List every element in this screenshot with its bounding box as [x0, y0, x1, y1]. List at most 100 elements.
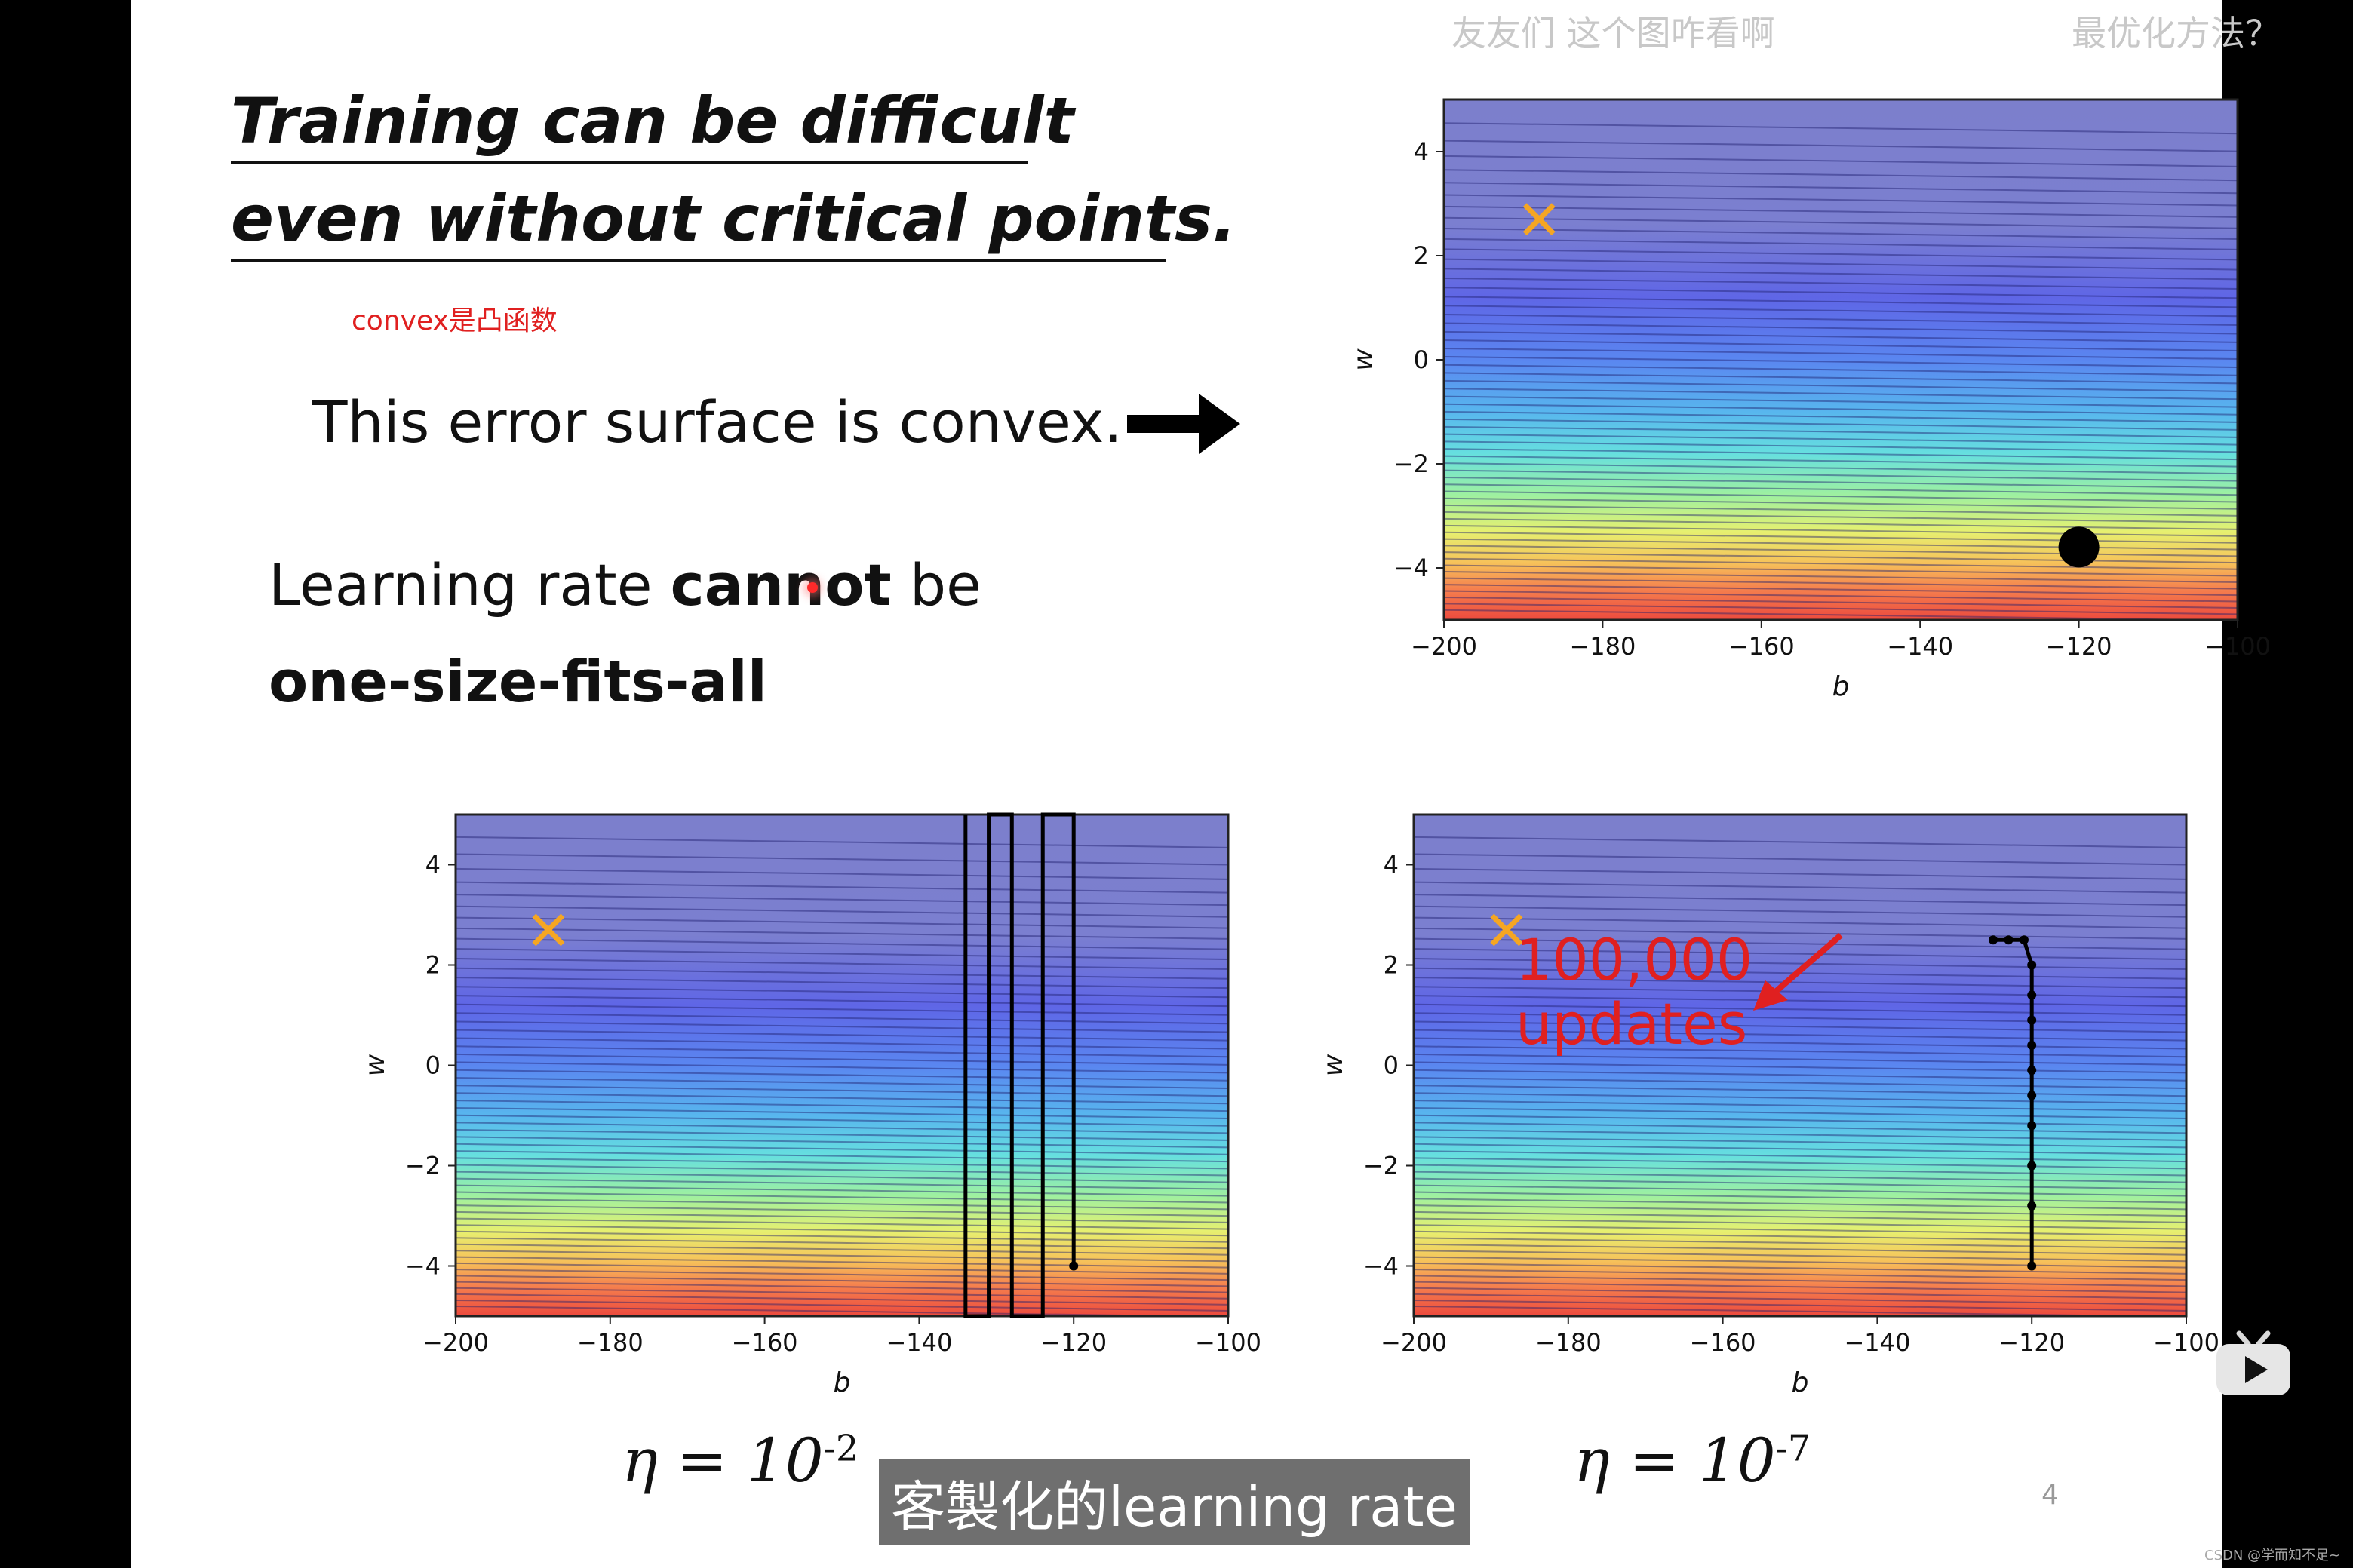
contour-line	[1414, 1003, 2186, 1016]
contour-line	[1414, 937, 2186, 950]
contour-line	[1414, 1269, 2186, 1281]
contour-line	[1444, 511, 2238, 523]
contour-line	[1414, 1191, 2186, 1204]
contour-line	[1444, 440, 2238, 453]
x-tick-label: −160	[732, 1328, 798, 1357]
contour-line	[1444, 490, 2238, 503]
x-axis-label: b	[834, 1367, 851, 1398]
y-tick-label: 4	[1414, 137, 1429, 166]
learning-rate-line-2: one-size-fits-all	[269, 648, 767, 715]
contour-line	[1414, 881, 2186, 894]
contour-line	[1414, 867, 2186, 880]
contour-line	[1414, 1136, 2186, 1149]
contour-line	[456, 916, 1228, 929]
contour-line	[456, 977, 1228, 990]
y-axis-label: w	[1348, 348, 1379, 371]
contour-line	[456, 1122, 1228, 1134]
large-lr-chart: −200 −180 −160 −140 −120 −100 −4 −2 0 2 4 b w	[360, 812, 1261, 1398]
contour-line	[456, 1250, 1228, 1263]
contour-line	[1414, 1053, 2186, 1066]
contour-line	[1414, 1256, 2186, 1269]
contour-line	[1444, 577, 2238, 590]
contour-line	[456, 1128, 1228, 1141]
contour-line	[1444, 584, 2238, 597]
path-point	[2027, 1066, 2037, 1076]
y-tick-label: −4	[1393, 554, 1429, 582]
y-tick-label: 2	[425, 951, 441, 980]
contour-line	[456, 958, 1228, 971]
path-point	[2027, 990, 2037, 1000]
path-point	[1989, 935, 1998, 945]
convex-statement: This error surface is convex.	[312, 388, 1123, 456]
contour-line	[456, 1198, 1228, 1211]
contour-line	[456, 1299, 1228, 1312]
contour-line	[456, 1164, 1228, 1177]
contour-line	[1444, 433, 2238, 446]
contour-line	[456, 1012, 1228, 1025]
x-tick-label: −120	[1998, 1328, 2065, 1357]
title-line-1: Training can be difficult	[231, 84, 1074, 158]
x-axis-label: b	[1792, 1367, 1809, 1398]
start-point	[2058, 526, 2100, 568]
contour-line	[1414, 1157, 2186, 1170]
contour-line	[1414, 1262, 2186, 1275]
contour-line	[1444, 395, 2238, 408]
contour-surface	[1444, 100, 2238, 620]
contour-line	[456, 853, 1228, 866]
right-arrow-icon	[1127, 394, 1240, 454]
contour-line	[456, 905, 1228, 918]
contour-line	[1414, 1012, 2186, 1025]
contour-line	[1414, 853, 2186, 866]
contour-line	[456, 1029, 1228, 1042]
bilibili-tv-icon[interactable]	[2213, 1329, 2293, 1398]
contour-line	[1414, 977, 2186, 990]
contour-line	[1444, 379, 2238, 392]
contour-line	[1414, 1171, 2186, 1183]
overlay-comment-right: 最优化方法？	[2072, 13, 2280, 54]
contour-line	[1444, 476, 2238, 489]
contour-line	[456, 1157, 1228, 1170]
contour-line	[456, 881, 1228, 894]
contour-line	[1444, 571, 2238, 584]
contour-line	[456, 1003, 1228, 1016]
contour-line	[456, 1230, 1228, 1243]
contour-line	[1444, 182, 2238, 195]
contour-line	[456, 1287, 1228, 1300]
contour-line	[1414, 1122, 2186, 1134]
contour-line	[1444, 372, 2238, 385]
contour-line	[1444, 469, 2238, 482]
contour-line	[1414, 1281, 2186, 1293]
eta-right: η = 10-7	[1574, 1425, 1811, 1496]
contour-line	[456, 1037, 1228, 1050]
contour-line	[1414, 1106, 2186, 1119]
contour-line	[1414, 1299, 2186, 1312]
contour-line	[1444, 590, 2238, 603]
contour-line	[1414, 1037, 2186, 1050]
contour-line	[1444, 216, 2238, 229]
contour-line	[456, 986, 1228, 999]
contour-line	[1444, 305, 2238, 318]
eta-left-exponent: -2	[823, 1427, 859, 1470]
path-point	[2027, 1015, 2037, 1025]
contour-line	[1414, 1143, 2186, 1155]
contour-line	[456, 1114, 1228, 1127]
contour-line	[456, 1085, 1228, 1097]
contour-line	[456, 1262, 1228, 1275]
contour-line	[1414, 1184, 2186, 1197]
eta-right-exponent: -7	[1775, 1427, 1811, 1470]
contour-line	[456, 1191, 1228, 1204]
contour-line	[1444, 155, 2238, 167]
contour-line	[1444, 448, 2238, 461]
contour-lines	[1414, 836, 2186, 1316]
x-tick-label: −200	[1411, 632, 1477, 661]
overlay-comment-left: 友友们 这个图咋看啊	[1451, 13, 1775, 54]
y-tick-label: 4	[1384, 851, 1399, 879]
slide: Training can be difficult even without c…	[131, 0, 2271, 1568]
y-axis-label: w	[360, 1054, 391, 1076]
x-tick-label: −100	[2204, 632, 2271, 661]
contour-line	[1414, 1243, 2186, 1256]
eta-left-text: η = 10	[622, 1425, 824, 1496]
contour-line	[1414, 1293, 2186, 1306]
contour-line	[1414, 836, 2186, 848]
contour-line	[1414, 1250, 2186, 1263]
